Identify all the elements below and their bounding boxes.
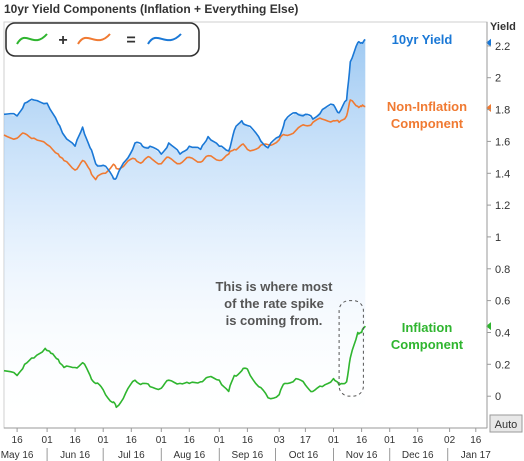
y-tick-label: 1.6 [495, 136, 510, 148]
x-tick-label: 01 [42, 435, 54, 446]
legend-blue-swatch [147, 33, 182, 45]
x-month-label: Aug 16 [173, 450, 205, 461]
x-month-label: Jan 17 [461, 450, 491, 461]
x-month-label: Oct 16 [289, 450, 319, 461]
x-tick-label: 16 [12, 435, 24, 446]
last-value-marker-10yr-yield [486, 38, 491, 47]
auto-button[interactable]: Auto [489, 414, 523, 433]
y-tick-label: 1 [495, 232, 501, 244]
non-inflation-label-line2: Component [391, 116, 464, 131]
x-month-label: May 16 [1, 450, 34, 461]
x-month-label: Jun 16 [60, 450, 90, 461]
y-tick-label: 2 [495, 73, 501, 85]
x-tick-label: 01 [384, 435, 396, 446]
x-tick-label: 02 [444, 435, 456, 446]
annotation-box [338, 300, 364, 397]
series-line-10yr-yield [3, 38, 366, 180]
x-tick-label: 01 [156, 435, 168, 446]
x-tick-label: 01 [98, 435, 110, 446]
y-tick-label: 1.2 [495, 200, 510, 212]
x-month-label: Sep 16 [232, 450, 264, 461]
y-tick-label: 0.6 [495, 296, 510, 308]
x-tick-label: 16 [70, 435, 82, 446]
x-tick-label: 01 [328, 435, 340, 446]
x-tick-label: 01 [214, 435, 226, 446]
x-tick-label: 16 [470, 435, 482, 446]
legend-plus: + [58, 32, 67, 49]
y-tick-label: 1.8 [495, 105, 510, 117]
y-tick-label: 0 [495, 391, 501, 403]
legend-box: + = [5, 22, 200, 57]
series-line-non-inflation-component [3, 99, 366, 181]
x-tick-label: 16 [412, 435, 424, 446]
legend-equals: = [126, 32, 135, 49]
y-axis-label: Yield [490, 21, 516, 33]
chart-title: 10yr Yield Components (Inflation + Every… [4, 2, 298, 16]
y-tick-label: 0.8 [495, 264, 510, 276]
inflation-label-line2: Component [391, 337, 464, 352]
y-tick-label: 2.2 [495, 41, 510, 53]
x-tick-label: 16 [356, 435, 368, 446]
x-month-label: Nov 16 [346, 450, 378, 461]
x-month-label: Jul 16 [118, 450, 145, 461]
non-inflation-label-line1: Non-Inflation [387, 99, 467, 114]
x-tick-label: 16 [184, 435, 196, 446]
yield-label: 10yr Yield [392, 32, 453, 47]
last-value-marker-inflation-component [486, 322, 491, 331]
series-line-inflation-component [3, 325, 366, 409]
legend-orange-swatch [77, 33, 111, 45]
yield-area-fill [4, 39, 366, 428]
inflation-label-line1: Inflation [402, 320, 453, 335]
annotation-line2: of the rate spike [224, 296, 324, 311]
annotation: This is where most of the rate spike is … [215, 279, 333, 328]
x-tick-label: 16 [126, 435, 138, 446]
y-tick-label: 0.4 [495, 328, 510, 340]
annotation-line3: is coming from. [226, 313, 323, 328]
y-tick-label: 1.4 [495, 168, 510, 180]
auto-button-label[interactable]: Auto [495, 419, 518, 431]
legend-green-swatch [16, 33, 48, 45]
y-tick-label: 0.2 [495, 359, 510, 371]
x-tick-label: 17 [300, 435, 312, 446]
x-month-label: Dec 16 [402, 450, 434, 461]
x-tick-label: 03 [274, 435, 286, 446]
x-tick-label: 16 [242, 435, 254, 446]
annotation-line1: This is where most [215, 279, 333, 294]
